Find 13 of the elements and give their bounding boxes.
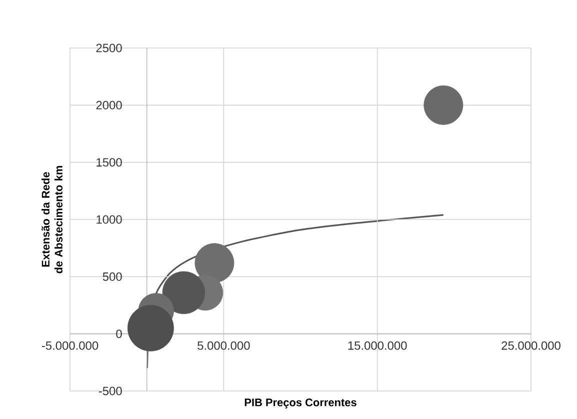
x-tick-label: 25.000.000 (502, 341, 560, 350)
y-tick-label: 1500 (96, 158, 122, 167)
y-tick-label: -500 (98, 386, 122, 396)
y-tick-label: 500 (102, 272, 122, 281)
x-tick-label: 15.000.000 (348, 341, 407, 350)
y-axis-title: Extensão da Rede de Abstecimento km (41, 166, 62, 274)
y-tick-label: 2500 (96, 44, 122, 52)
y-tick-label: 0 (116, 330, 122, 338)
x-tick-label: 5.000.000 (198, 341, 250, 350)
y-tick-label: 1000 (96, 215, 122, 224)
x-axis-title: PIB Preços Correntes (244, 398, 356, 408)
x-tick-label: -5.000.000 (42, 341, 98, 350)
y-tick-label: 2000 (96, 100, 122, 110)
